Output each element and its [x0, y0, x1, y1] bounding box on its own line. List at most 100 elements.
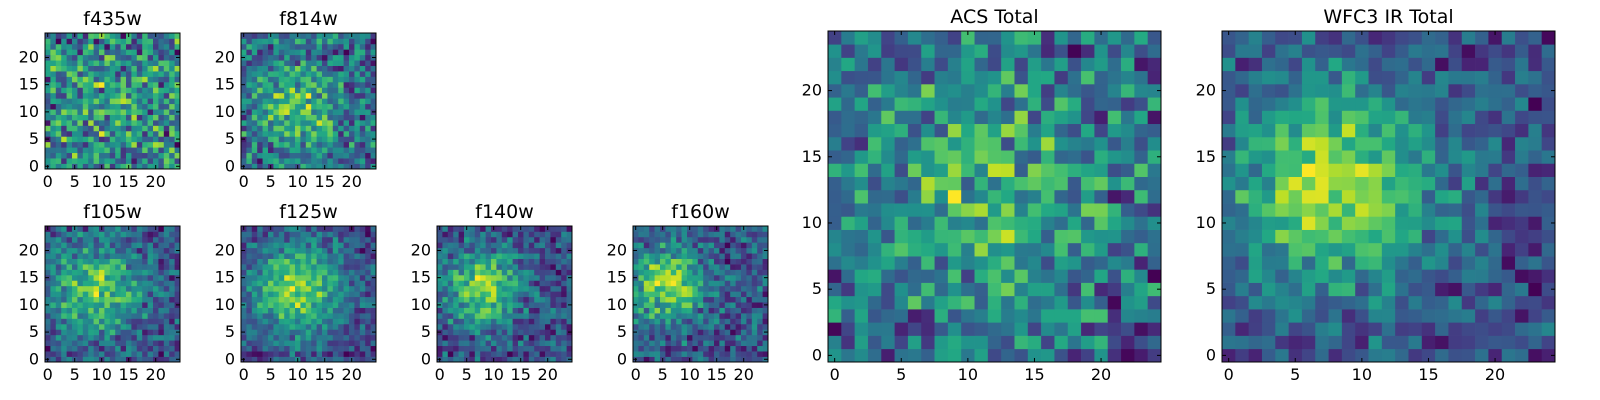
heatmap-cell: [714, 258, 720, 265]
heatmap-cell: [300, 285, 307, 292]
heatmap-cell: [77, 269, 84, 276]
heatmap-cell: [643, 318, 650, 325]
heatmap-cell: [714, 351, 720, 357]
heatmap-cell: [638, 253, 645, 259]
heatmap-cell: [349, 60, 355, 66]
heatmap-cell: [158, 125, 165, 132]
heatmap-cell: [66, 147, 73, 154]
heatmap-cell: [147, 71, 154, 77]
heatmap-cell: [55, 351, 62, 357]
heatmap-cell: [104, 340, 111, 347]
heatmap-cell: [561, 318, 567, 325]
heatmap-cell: [485, 285, 492, 292]
heatmap-cell: [257, 163, 263, 170]
heatmap-cell: [131, 356, 138, 363]
heatmap-cell: [131, 43, 138, 50]
heatmap-cell: [1067, 150, 1082, 164]
heatmap-cell: [507, 329, 513, 336]
heatmap-cell: [741, 302, 747, 308]
heatmap-cell: [66, 274, 73, 281]
heatmap-cell: [311, 152, 317, 159]
heatmap-cell: [708, 247, 715, 254]
heatmap-cell: [61, 147, 67, 154]
heatmap-cell: [894, 309, 909, 323]
heatmap-cell: [670, 323, 677, 330]
heatmap-cell: [501, 345, 508, 352]
heatmap-cell: [437, 231, 443, 238]
heatmap-cell: [1381, 335, 1396, 350]
heatmap-cell: [142, 264, 148, 270]
heatmap-cell: [947, 110, 962, 125]
heatmap-cell: [1041, 70, 1055, 85]
heatmap-cell: [987, 70, 1002, 85]
heatmap-cell: [273, 120, 280, 126]
heatmap-cell: [1054, 322, 1069, 336]
heatmap-cell: [437, 242, 443, 249]
heatmap-cell: [719, 340, 726, 347]
heatmap-cell: [735, 291, 742, 298]
heatmap-cell: [491, 269, 497, 276]
heatmap-cell: [109, 49, 116, 56]
heatmap-cell: [278, 38, 285, 45]
panel-title: f435w: [83, 8, 142, 30]
heatmap-cell: [469, 329, 476, 336]
heatmap-cell: [45, 264, 51, 270]
heatmap-cell: [1222, 176, 1236, 191]
heatmap-cell: [643, 236, 650, 243]
heatmap-cell: [104, 103, 111, 110]
heatmap-cell: [359, 60, 366, 66]
heatmap-cell: [447, 274, 454, 281]
heatmap-cell: [757, 226, 763, 232]
heatmap-cell: [93, 242, 100, 249]
heatmap-cell: [724, 323, 731, 330]
heatmap-cell: [894, 322, 909, 336]
heatmap-cell: [649, 323, 655, 330]
heatmap-cell: [867, 83, 882, 98]
heatmap-cell: [72, 158, 78, 164]
heatmap-cell: [1121, 57, 1135, 72]
heatmap-cell: [251, 285, 258, 292]
heatmap-cell: [349, 130, 355, 137]
heatmap-cell: [828, 136, 842, 151]
heatmap-cell: [921, 70, 935, 85]
heatmap-cell: [295, 307, 301, 314]
heatmap-cell: [496, 274, 503, 281]
heatmap-cell: [72, 351, 78, 357]
heatmap-cell: [447, 296, 454, 303]
heatmap-cell: [251, 120, 258, 126]
heatmap-cell: [687, 296, 693, 303]
heatmap-cell: [681, 247, 688, 254]
heatmap-cell: [1001, 348, 1015, 363]
heatmap-cell: [354, 296, 361, 303]
heatmap-cell: [316, 147, 323, 154]
heatmap-cell: [692, 247, 699, 254]
heatmap-cell: [724, 351, 731, 357]
heatmap-cell: [1275, 269, 1289, 283]
heatmap-cell: [757, 340, 763, 347]
heatmap-cell: [120, 264, 127, 270]
heatmap-cell: [464, 242, 470, 249]
heatmap-cell: [687, 302, 693, 308]
heatmap-cell: [365, 81, 371, 88]
heatmap-cell: [828, 229, 842, 244]
heatmap-cell: [338, 247, 344, 254]
heatmap-cell: [681, 253, 688, 259]
heatmap-cell: [131, 307, 138, 314]
heatmap-cell: [147, 226, 154, 232]
heatmap-cell: [322, 130, 328, 137]
heatmap-cell: [126, 136, 132, 143]
heatmap-cell: [741, 253, 747, 259]
heatmap-cell: [61, 307, 67, 314]
heatmap-cell: [136, 285, 143, 292]
heatmap-cell: [708, 307, 715, 314]
heatmap-cell: [251, 274, 258, 281]
heatmap-cell: [322, 125, 328, 132]
heatmap-cell: [703, 334, 709, 341]
heatmap-cell: [1301, 229, 1316, 244]
heatmap-cell: [311, 313, 317, 319]
heatmap-cell: [1107, 70, 1122, 85]
heatmap-cell: [257, 318, 263, 325]
heatmap-cell: [1041, 97, 1055, 111]
heatmap-cell: [841, 348, 855, 363]
x-tick-label: 10: [958, 365, 978, 384]
